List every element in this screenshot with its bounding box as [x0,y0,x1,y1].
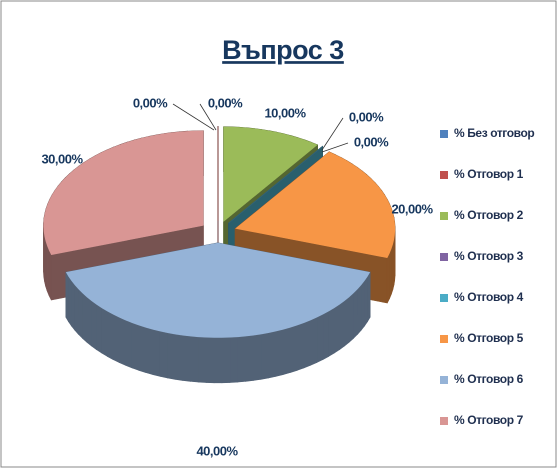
slice-side [303,319,311,369]
slice-side [138,324,147,373]
legend-swatch [440,171,448,179]
leader-line [321,117,344,151]
data-label: 0,00% [208,95,243,110]
slice-side [167,332,176,380]
slice [65,242,371,338]
data-label: 0,00% [354,134,389,149]
slice-side [252,333,262,381]
slice-side [125,319,133,369]
slice-side [386,253,390,304]
slice-side [145,327,154,375]
slice-side [357,284,362,336]
legend-swatch [440,130,448,138]
slice-side [78,288,83,340]
data-label: 20,00% [391,201,433,216]
slice-side [152,329,161,377]
slice-side [245,335,254,382]
slice-side [86,296,92,347]
slice-side [205,337,215,384]
slice-side [229,336,238,383]
slice-side [107,310,114,361]
slice-side [339,300,345,351]
slice [223,126,318,222]
slice-side [198,336,207,383]
slice [43,130,204,256]
legend-swatch [440,294,448,302]
legend-swatch [440,376,448,384]
legend-label: % Отговор 7 [454,413,524,427]
legend-label: % Отговор 2 [454,208,524,222]
slice-side [268,331,277,379]
slice-side [237,336,246,383]
slice-side [182,335,191,382]
legend-swatch [440,335,448,343]
slice-side [82,292,88,343]
legend-swatch [440,212,448,220]
leader-line [199,103,217,131]
slice-side [101,307,108,357]
legend-label: % Отговор 6 [454,372,524,386]
slice-side [289,324,298,373]
legend-label: % Отговор 1 [454,167,524,181]
slice-side [310,317,318,366]
slice-side [333,304,340,354]
slice-side [364,275,368,327]
slice-side [112,314,120,364]
slice-side [353,288,358,340]
data-label: 0,00% [133,95,168,110]
data-label: 10,00% [264,105,306,120]
slice-side [118,317,126,366]
data-label: 0,00% [349,109,384,124]
slice-side [282,327,291,375]
slice-side [48,250,52,301]
slice-side [328,307,335,357]
slice-side [344,296,350,347]
slice-side [348,292,354,343]
leader-line [321,142,349,153]
legend-swatch [440,417,448,425]
slice-side [322,310,329,361]
slice-side [96,304,103,354]
slice-side [360,280,365,332]
slice [235,151,396,259]
slice-side [91,300,97,351]
slice-side [131,322,140,371]
slice-side [260,332,269,380]
legend-label: % Без отговор [454,126,534,140]
slice-side [275,329,284,377]
slice-side [213,337,223,384]
slice-side [174,333,184,381]
slice-side [71,280,76,332]
slice-side [367,271,371,323]
legend-label: % Отговор 3 [454,249,524,263]
slice-side [159,331,168,379]
legend-label: % Отговор 4 [454,290,524,304]
slice-side [316,314,324,364]
slice-side [74,284,79,336]
slice-side [68,275,72,327]
leader-line [172,103,215,131]
slice-side [296,322,305,371]
slice-side [221,337,231,384]
chart-title: Въпрос 3 [222,35,344,65]
legend-swatch [440,253,448,261]
data-label: 40,00% [196,443,238,458]
data-label: 30,00% [41,151,83,166]
slice-side [65,271,69,323]
slice-side [190,336,199,383]
legend-label: % Отговор 5 [454,331,524,345]
